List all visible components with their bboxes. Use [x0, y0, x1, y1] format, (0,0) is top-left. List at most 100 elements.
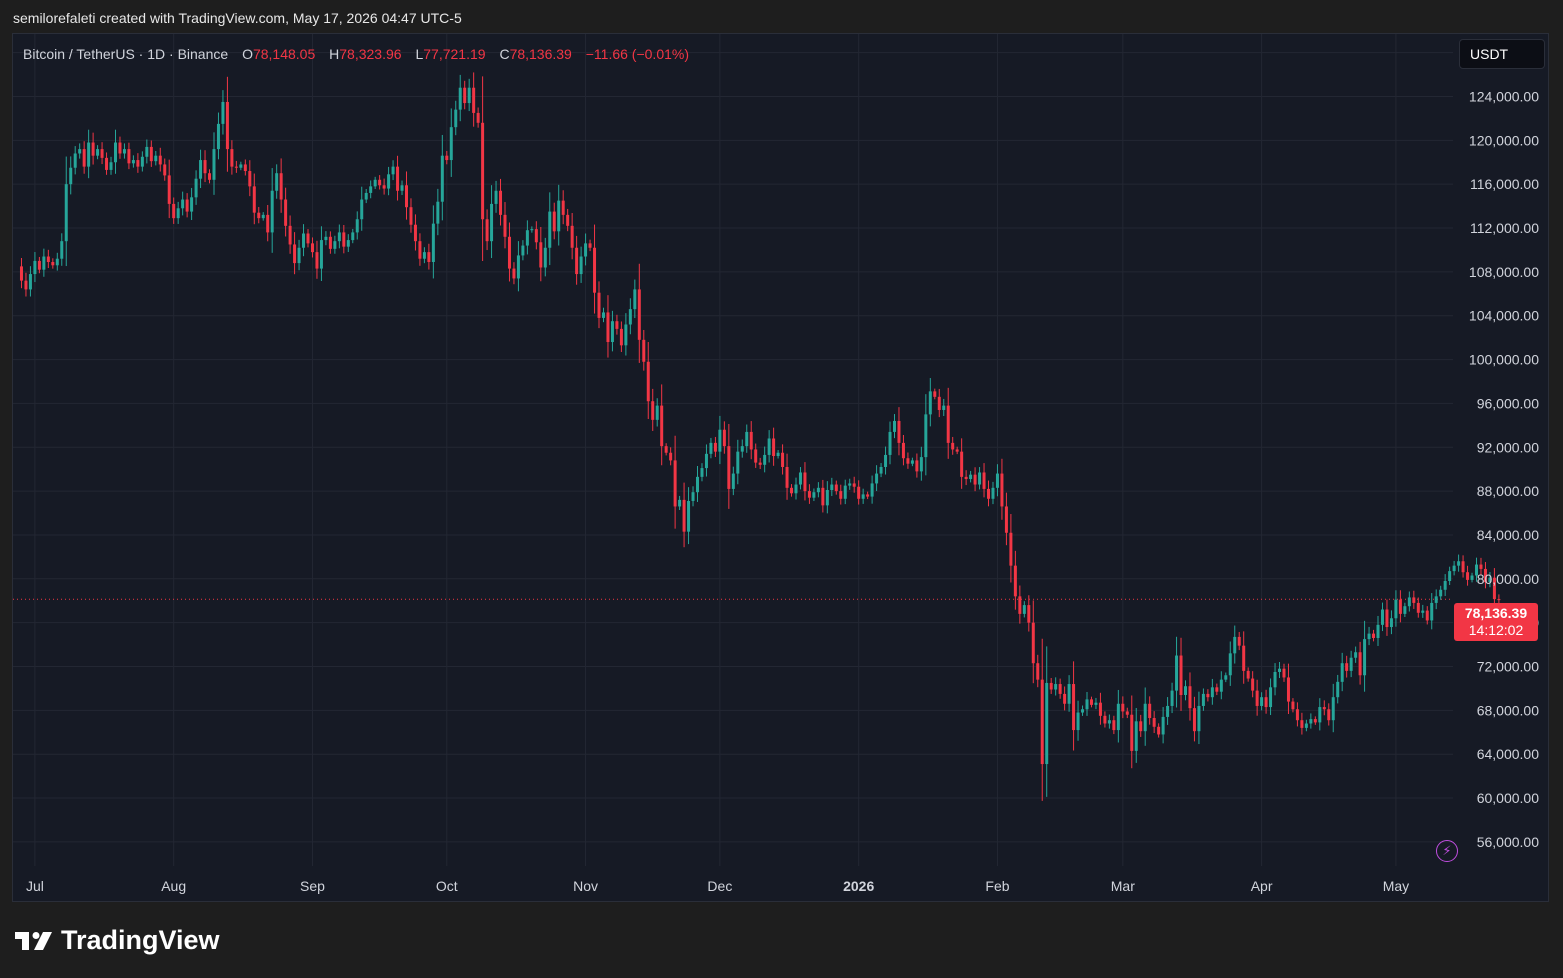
- candle-body: [673, 460, 677, 507]
- candle-body: [1045, 682, 1049, 765]
- candle-body: [919, 457, 923, 472]
- candle-body: [928, 391, 932, 415]
- candle-body: [216, 123, 220, 150]
- candle-body: [1336, 681, 1340, 698]
- symbol-label[interactable]: Bitcoin / TetherUS · 1D · Binance: [23, 46, 229, 62]
- candle-body: [1031, 622, 1035, 664]
- candle-body: [158, 155, 162, 165]
- candle-body: [848, 483, 852, 486]
- candle-body: [610, 321, 614, 343]
- candle-body: [400, 185, 404, 191]
- candle-body: [964, 476, 968, 480]
- candle-body: [1219, 679, 1223, 692]
- candle-body: [275, 173, 279, 191]
- candle-body: [991, 487, 995, 499]
- candle-body: [884, 454, 888, 467]
- candle-body: [1398, 599, 1402, 614]
- candle-body: [1161, 716, 1165, 735]
- candle-body: [328, 236, 332, 249]
- candle-body: [1349, 657, 1353, 671]
- x-tick-label: Aug: [161, 878, 186, 894]
- candle-body: [1313, 719, 1317, 723]
- candle-body: [525, 230, 529, 246]
- candle-body: [239, 164, 243, 168]
- candle-body: [709, 442, 713, 454]
- tradingview-logo[interactable]: TradingView: [15, 925, 220, 956]
- candle-body: [843, 485, 847, 499]
- candle-body: [1170, 690, 1174, 706]
- candle-body: [1273, 671, 1277, 688]
- x-tick-label: Feb: [985, 878, 1009, 894]
- candle-body: [946, 405, 950, 443]
- candle-body: [1067, 684, 1071, 704]
- y-tick-label: 104,000.00: [1469, 308, 1539, 324]
- candle-body: [534, 229, 538, 243]
- candle-body: [543, 247, 547, 268]
- candle-body: [1072, 684, 1076, 731]
- candle-body: [1376, 624, 1380, 638]
- candle-body: [879, 466, 883, 474]
- candle-body: [404, 185, 408, 208]
- candle-body: [481, 122, 485, 220]
- bar-countdown: 14:12:02: [1468, 622, 1524, 638]
- candle-body: [1036, 663, 1040, 680]
- candle-body: [113, 142, 117, 163]
- candle-body: [664, 446, 668, 453]
- close-value: 78,136.39: [509, 46, 572, 62]
- candle-body: [445, 155, 449, 161]
- candle-body: [1188, 686, 1192, 709]
- candle-body: [579, 256, 583, 275]
- candle-body: [163, 164, 167, 176]
- candle-body: [1206, 693, 1210, 698]
- candle-body: [494, 190, 498, 204]
- y-tick-label: 96,000.00: [1477, 395, 1539, 411]
- x-tick-label: Apr: [1251, 878, 1273, 894]
- candle-body: [1479, 564, 1483, 569]
- candle-body: [1394, 599, 1398, 619]
- candle-body: [910, 460, 914, 464]
- candle-body: [915, 460, 919, 472]
- candle-body: [1461, 561, 1465, 573]
- candle-body: [973, 474, 977, 485]
- candle-body: [1094, 702, 1098, 705]
- low-value: 77,721.19: [423, 46, 486, 62]
- candle-body: [785, 466, 789, 488]
- candle-body: [1058, 684, 1062, 694]
- candle-body: [194, 178, 198, 198]
- chart-panel[interactable]: 56,000.00 60,000.00 64,000.00 68,000.00 72,0…: [12, 33, 1549, 902]
- attribution-text: semilorefaleti created with TradingView.…: [13, 10, 462, 26]
- candle-body: [1389, 618, 1393, 628]
- candle-body: [167, 175, 171, 204]
- candle-body: [1475, 564, 1479, 576]
- candle-body: [1027, 605, 1031, 623]
- candle-body: [758, 462, 762, 465]
- candlestick-chart[interactable]: 56,000.00 60,000.00 64,000.00 68,000.00 72,0…: [13, 34, 1550, 903]
- candle-body: [230, 149, 234, 167]
- candle-body: [19, 266, 23, 281]
- candle-body: [794, 484, 798, 494]
- candle-body: [440, 155, 444, 202]
- candle-body: [1228, 653, 1232, 676]
- candle-body: [875, 473, 879, 484]
- candle-body: [516, 255, 520, 279]
- candle-body: [1242, 645, 1246, 671]
- candle-body: [431, 223, 435, 263]
- candle-body: [575, 247, 579, 275]
- candle-body: [588, 243, 592, 248]
- candle-body: [1197, 705, 1201, 732]
- candle-body: [212, 149, 216, 180]
- candle-body: [628, 309, 632, 325]
- y-tick-label: 88,000.00: [1477, 483, 1539, 499]
- candle-body: [485, 219, 489, 242]
- candle-body: [1054, 684, 1058, 690]
- candle-body: [1358, 652, 1362, 676]
- candle-body: [1089, 699, 1093, 705]
- candle-body: [655, 405, 659, 420]
- candle-body: [1116, 703, 1120, 731]
- candle-body: [566, 214, 570, 226]
- candle-body: [866, 494, 870, 497]
- candle-body: [593, 247, 597, 293]
- currency-button[interactable]: USDT: [1459, 39, 1545, 69]
- candle-body: [476, 112, 480, 123]
- lightning-bolt-icon[interactable]: ⚡︎: [1436, 840, 1458, 862]
